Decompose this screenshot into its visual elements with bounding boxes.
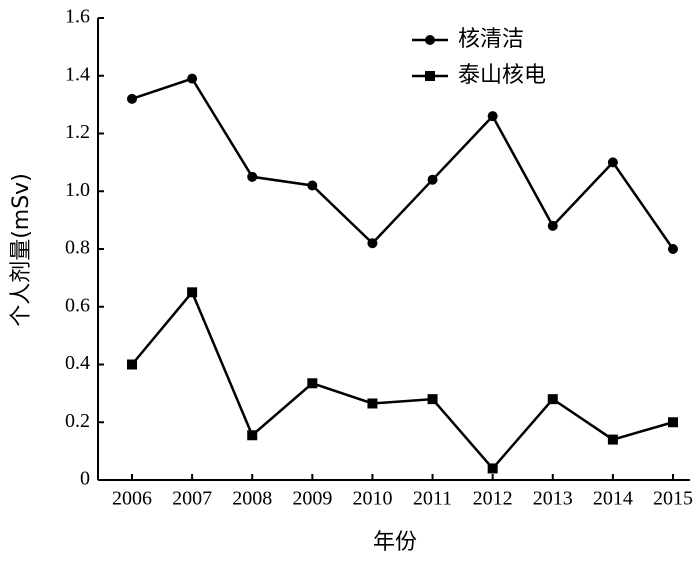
data-point: [607, 434, 618, 445]
x-tick-label: 2012: [473, 488, 513, 510]
data-point: [427, 174, 438, 185]
data-point: [367, 398, 378, 409]
x-tick-label: 2007: [172, 488, 212, 510]
data-point: [607, 157, 618, 168]
y-tick-label: 1.6: [65, 6, 90, 28]
x-tick-label: 2013: [533, 488, 573, 510]
legend-label: 泰山核电: [458, 63, 546, 88]
y-axis-label: 个人剂量(mSv): [9, 173, 34, 327]
x-tick-label: 2008: [232, 488, 272, 510]
series-line: [131, 289, 674, 471]
data-point: [127, 359, 137, 370]
data-point: [187, 287, 198, 298]
data-point: [427, 394, 438, 405]
data-point: [127, 93, 137, 104]
x-tick-label: 2015: [653, 488, 693, 510]
data-point: [547, 394, 558, 405]
y-tick-label: 1.2: [65, 121, 90, 143]
y-tick-label: 0: [80, 468, 90, 490]
data-point: [247, 430, 258, 441]
y-tick-label: 1.4: [65, 63, 90, 85]
x-tick-label: 2006: [112, 488, 152, 510]
y-tick-label: 0.4: [65, 352, 90, 374]
x-axis-label: 年份: [373, 530, 417, 555]
x-tick-label: 2010: [352, 488, 392, 510]
data-point: [487, 463, 498, 474]
y-tick-label: 1.0: [65, 179, 90, 201]
legend-label: 核清洁: [458, 27, 524, 52]
y-tick-label: 0.2: [65, 410, 90, 432]
data-point: [187, 73, 198, 84]
legend-marker: [425, 71, 435, 81]
data-point: [367, 238, 378, 249]
x-tick-label: 2014: [593, 488, 633, 510]
y-tick-label: 0.6: [65, 294, 90, 316]
data-point: [487, 111, 498, 122]
legend-marker: [425, 35, 435, 45]
series-line: [131, 77, 675, 250]
data-point: [547, 220, 558, 231]
data-point: [668, 244, 678, 254]
x-tick-label: 2009: [292, 488, 332, 510]
x-tick-label: 2011: [413, 488, 452, 510]
data-point: [668, 417, 678, 428]
data-point: [307, 180, 318, 191]
data-point: [307, 378, 318, 389]
y-tick-label: 0.8: [65, 237, 90, 259]
data-point: [247, 171, 258, 182]
